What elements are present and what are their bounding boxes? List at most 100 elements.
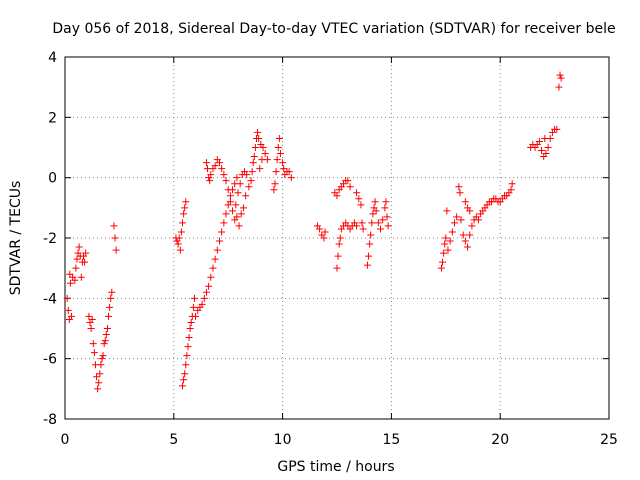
data-point xyxy=(233,174,241,182)
data-point xyxy=(382,198,390,206)
data-point xyxy=(226,198,234,206)
data-point xyxy=(77,273,85,281)
data-point xyxy=(220,171,228,179)
data-point xyxy=(287,174,295,182)
y-tick-label: -2 xyxy=(43,231,57,247)
data-point xyxy=(66,279,74,287)
data-point xyxy=(235,222,243,230)
data-point xyxy=(316,225,324,233)
data-point xyxy=(215,237,223,245)
data-point xyxy=(93,373,101,381)
data-point xyxy=(270,186,278,194)
data-point xyxy=(102,331,110,339)
data-point xyxy=(107,294,115,302)
data-point xyxy=(334,252,342,260)
data-point xyxy=(508,180,516,188)
data-point xyxy=(179,382,187,390)
data-point xyxy=(211,162,219,170)
data-point xyxy=(182,198,190,206)
y-axis-label: SDTVAR / TECUs xyxy=(8,181,24,296)
data-point xyxy=(88,315,96,323)
data-point xyxy=(89,340,97,348)
data-point xyxy=(90,349,98,357)
data-point xyxy=(258,156,266,164)
data-point xyxy=(233,213,241,221)
data-point xyxy=(181,204,189,212)
data-point xyxy=(285,168,293,176)
data-point xyxy=(457,216,465,224)
data-point xyxy=(247,177,255,185)
data-point xyxy=(369,210,377,218)
data-point xyxy=(368,219,376,227)
data-point xyxy=(190,294,198,302)
x-tick-label: 25 xyxy=(600,432,618,448)
axis-ticks: 0 5 10 15 20 25 -8 -6 -4 -2 0 2 4 xyxy=(43,50,618,448)
data-point xyxy=(440,249,448,257)
data-point xyxy=(557,74,565,82)
data-point xyxy=(103,325,111,332)
data-point xyxy=(280,165,288,173)
data-point xyxy=(366,240,374,248)
data-point xyxy=(206,177,214,185)
data-point xyxy=(100,340,108,348)
data-point xyxy=(101,337,109,345)
data-point xyxy=(272,168,280,176)
data-point xyxy=(224,186,232,194)
x-tick-label: 5 xyxy=(169,432,178,448)
data-point xyxy=(209,264,217,272)
data-point xyxy=(544,144,552,151)
data-point xyxy=(273,156,281,164)
data-point xyxy=(174,240,182,248)
data-point xyxy=(179,219,187,227)
data-point xyxy=(200,294,208,302)
data-point xyxy=(255,134,263,142)
data-point xyxy=(186,325,194,332)
data-point xyxy=(556,71,564,79)
data-point xyxy=(72,264,80,272)
data-point xyxy=(75,243,83,251)
data-point xyxy=(555,83,563,91)
y-tick-label: 4 xyxy=(48,50,57,66)
data-point xyxy=(180,376,188,384)
data-point xyxy=(185,334,193,342)
data-point xyxy=(207,273,215,281)
data-point xyxy=(259,144,267,151)
data-point xyxy=(94,385,102,393)
data-point xyxy=(346,183,354,191)
data-point xyxy=(202,288,210,296)
data-point xyxy=(176,246,184,254)
data-point xyxy=(97,361,105,369)
x-tick-label: 10 xyxy=(274,432,292,448)
data-point xyxy=(353,222,361,230)
data-point xyxy=(372,207,380,215)
data-point xyxy=(321,228,329,236)
data-point xyxy=(275,134,283,142)
data-point xyxy=(355,195,363,203)
data-point xyxy=(237,210,245,218)
data-point xyxy=(468,222,476,230)
data-point xyxy=(359,225,367,233)
data-point xyxy=(336,234,344,242)
data-point xyxy=(213,246,221,254)
data-point xyxy=(446,237,454,245)
data-point xyxy=(68,312,76,320)
data-point xyxy=(271,180,279,188)
data-point xyxy=(542,150,550,158)
data-point xyxy=(218,165,226,173)
data-point xyxy=(222,210,230,218)
data-points xyxy=(63,71,565,393)
data-point xyxy=(215,159,223,167)
data-point xyxy=(546,134,554,142)
data-point xyxy=(381,204,389,212)
data-point xyxy=(87,325,95,332)
data-point xyxy=(358,219,366,227)
data-point xyxy=(249,159,257,167)
data-point xyxy=(374,219,382,227)
data-point xyxy=(461,198,469,206)
y-tick-label: -8 xyxy=(43,412,57,428)
data-point xyxy=(71,276,79,284)
data-point xyxy=(274,144,282,151)
x-tick-label: 15 xyxy=(382,432,400,448)
data-point xyxy=(367,231,375,239)
